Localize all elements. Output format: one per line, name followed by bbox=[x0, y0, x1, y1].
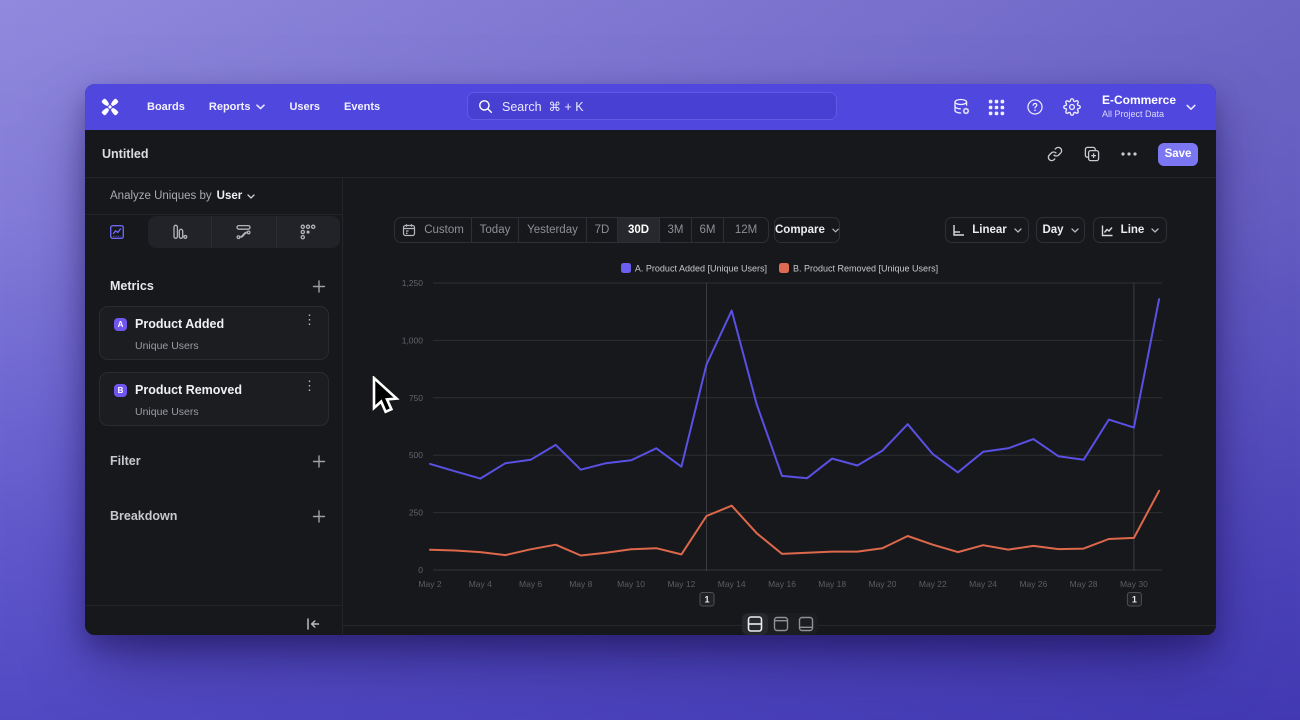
svg-text:May 16: May 16 bbox=[768, 579, 796, 589]
svg-text:1,250: 1,250 bbox=[402, 278, 424, 288]
svg-text:May 30: May 30 bbox=[1120, 579, 1148, 589]
svg-text:May 20: May 20 bbox=[869, 579, 897, 589]
svg-text:May 24: May 24 bbox=[969, 579, 997, 589]
svg-text:May 18: May 18 bbox=[818, 579, 846, 589]
svg-text:May 28: May 28 bbox=[1070, 579, 1098, 589]
svg-text:May 4: May 4 bbox=[469, 579, 492, 589]
svg-text:500: 500 bbox=[409, 450, 423, 460]
svg-text:1,000: 1,000 bbox=[402, 335, 424, 345]
svg-text:May 6: May 6 bbox=[519, 579, 542, 589]
svg-text:May 2: May 2 bbox=[418, 579, 441, 589]
svg-text:750: 750 bbox=[409, 393, 423, 403]
svg-text:May 26: May 26 bbox=[1019, 579, 1047, 589]
svg-text:May 22: May 22 bbox=[919, 579, 947, 589]
svg-text:1: 1 bbox=[704, 595, 709, 605]
svg-text:May 12: May 12 bbox=[667, 579, 695, 589]
svg-text:May 8: May 8 bbox=[569, 579, 592, 589]
svg-text:May 10: May 10 bbox=[617, 579, 645, 589]
svg-text:0: 0 bbox=[418, 565, 423, 575]
svg-text:May 14: May 14 bbox=[718, 579, 746, 589]
svg-text:1: 1 bbox=[1132, 595, 1137, 605]
svg-text:250: 250 bbox=[409, 508, 423, 518]
